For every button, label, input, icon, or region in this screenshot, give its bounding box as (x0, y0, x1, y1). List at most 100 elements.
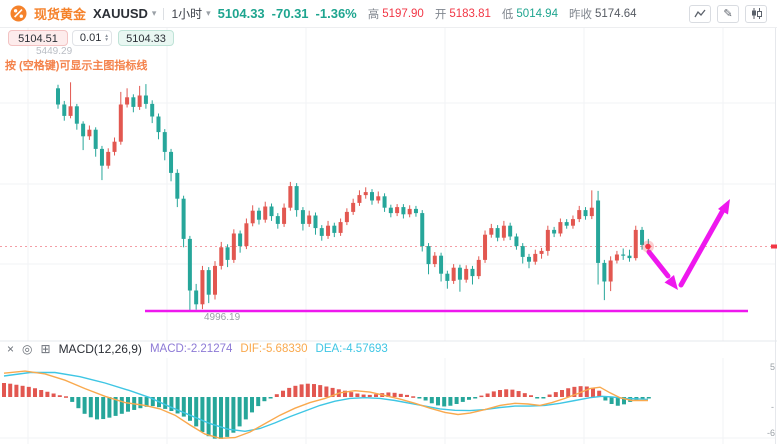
draw-button[interactable]: ✎ (717, 4, 739, 23)
macd-histogram-bar (622, 397, 626, 405)
macd-histogram-bar (398, 393, 403, 397)
dif-line (3, 370, 648, 440)
indicator-button[interactable] (689, 4, 711, 23)
macd-histogram-bar (343, 390, 347, 397)
macd-value: MACD:-2.21274 (149, 343, 233, 355)
macd-histogram-bar (374, 394, 378, 397)
candle-body (558, 222, 563, 234)
stale-price-label: 5449.29 (36, 46, 73, 57)
candle-body (388, 207, 393, 214)
candle-body (508, 225, 513, 237)
candle-body (143, 95, 148, 104)
macd-histogram-bar (510, 389, 515, 397)
candle-body (269, 206, 274, 217)
stepper-arrows: ▴ ▾ (105, 33, 108, 43)
macd-histogram-bar (392, 392, 397, 397)
candle-body (99, 148, 104, 166)
candle-body (627, 255, 632, 259)
step-down-icon[interactable]: ▾ (105, 37, 108, 43)
macd-histogram-bar (107, 397, 112, 418)
macd-histogram-bar (188, 397, 192, 421)
close-icon[interactable]: × (7, 342, 15, 356)
candle-body (457, 267, 462, 280)
macd-histogram-bar (429, 397, 434, 404)
buy-price-button[interactable]: 5104.33 (118, 30, 174, 46)
macd-histogram-bar (26, 386, 31, 397)
macd-histogram-bar (293, 385, 298, 397)
macd-histogram-bar (312, 384, 316, 397)
macd-histogram-bar (572, 386, 577, 397)
candle-body (596, 200, 601, 263)
instrument-name-cn: 现货黄金 (34, 7, 87, 22)
macd-indicator-title: MACD(12,26,9) (58, 342, 142, 356)
candle-body (87, 129, 92, 137)
candle-body (213, 265, 217, 295)
settings-icon[interactable]: ◎ (22, 342, 33, 356)
candle-body (376, 196, 381, 201)
candle-body (93, 129, 98, 149)
chevron-down-icon[interactable]: ▾ (206, 8, 211, 18)
candle-body (602, 262, 607, 282)
dea-line (3, 371, 649, 433)
candle-body (570, 219, 575, 226)
macd-histogram-bar (609, 397, 614, 404)
candle-body (583, 210, 588, 217)
forecast-arrow (678, 209, 725, 288)
sell-price-button[interactable]: 5104.51 (8, 30, 68, 46)
macd-histogram-bar (411, 396, 416, 398)
arrow-head (664, 275, 678, 290)
candle-body (338, 222, 343, 233)
candle-body (231, 233, 236, 260)
step-up-icon[interactable]: ▴ (105, 33, 108, 39)
macd-histogram-bar (591, 387, 595, 397)
expand-icon[interactable]: ⊞ (40, 342, 51, 356)
last-price: 5104.33 (217, 6, 265, 21)
macd-histogram-bar (57, 395, 62, 397)
price-change-percent: -1.36% (315, 6, 357, 21)
quantity-stepper[interactable]: 0.01 ▴ ▾ (72, 30, 112, 46)
candle-body (137, 95, 142, 107)
macd-histogram-bar (423, 397, 428, 401)
spacebar-hint-text: 按 (空格键)可显示主图指标线 (5, 60, 148, 72)
symbol-selector[interactable]: XAUUSD (93, 6, 148, 21)
macd-histogram-bar (473, 397, 478, 399)
price-change: -70.31 (271, 6, 309, 21)
macd-histogram-bar (181, 397, 186, 417)
candle-body (476, 259, 481, 277)
macd-histogram-bar (64, 396, 68, 398)
macd-axis-label: -6 (767, 428, 776, 438)
macd-histogram-bar (535, 397, 540, 399)
candle-body (426, 246, 431, 265)
macd-histogram-bar (163, 397, 168, 409)
timeframe-selector[interactable]: 1小时 (171, 7, 203, 21)
chart-style-button[interactable] (745, 4, 767, 23)
macd-histogram-bar (268, 397, 273, 399)
macd-histogram-bar (367, 394, 372, 397)
candle-body (112, 141, 117, 152)
macd-histogram-bar (101, 397, 106, 420)
chevron-down-icon[interactable]: ▾ (151, 8, 157, 18)
macd-histogram-bar (82, 397, 87, 414)
macd-histogram-bar (318, 385, 323, 397)
candle-body (282, 207, 287, 224)
macd-histogram-bar (615, 397, 620, 406)
macd-histogram-bar (150, 397, 155, 407)
candle-body (162, 132, 167, 152)
macd-histogram-bar (169, 397, 174, 411)
candle-body (200, 270, 205, 305)
macd-histogram-bar (231, 397, 236, 433)
macd-histogram-bar (39, 390, 44, 397)
macd-histogram-bar (45, 391, 50, 397)
macd-histogram-bar (560, 390, 564, 397)
candle-body (187, 238, 192, 291)
macd-histogram-bar (504, 389, 509, 397)
stat-low: 低 5014.94 (501, 7, 558, 21)
macd-histogram-bar (70, 397, 75, 402)
candle-body (250, 210, 255, 224)
candle-body (319, 228, 324, 236)
forecast-arrow (646, 249, 671, 279)
macd-histogram-bar (33, 388, 37, 397)
macd-histogram-bar (485, 393, 490, 397)
